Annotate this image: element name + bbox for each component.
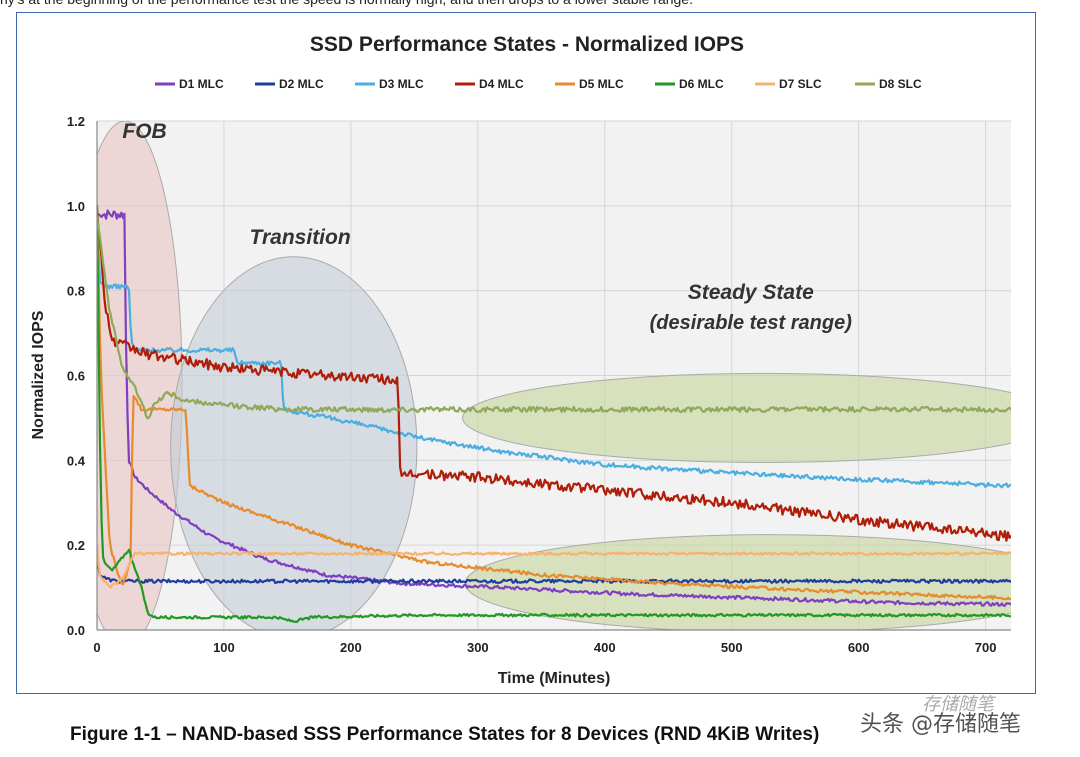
x-tick-label: 100 xyxy=(213,640,235,655)
line-chart: 0 100 200 300 400 500 600 700 0.0 0.2 0.4 0.6 0.8 1.0… xyxy=(30,33,1011,687)
x-tick-label: 700 xyxy=(975,640,997,655)
watermark-faint: 存储随笔 xyxy=(922,694,994,715)
legend-entry: D8 SLC xyxy=(879,77,922,91)
y-axis-label: Normalized IOPS xyxy=(30,310,47,439)
y-tick-label: 1.0 xyxy=(67,199,85,214)
annotation-label: FOB xyxy=(122,120,166,143)
series-line-d5-mlc xyxy=(97,206,1011,601)
y-tick-label: 0.4 xyxy=(67,453,86,468)
series-line-d2-mlc xyxy=(97,552,1011,584)
legend-entry: D6 MLC xyxy=(679,77,724,91)
truncated-top-text: hy's at the beginning of the performance… xyxy=(0,0,1080,9)
legend-entry: D3 MLC xyxy=(379,77,424,91)
annotations: FOB Transition Steady State (desirable test… xyxy=(122,120,852,334)
legend: D1 MLC D2 MLC D3 MLC D4 MLC D5 MLC D6 MLC D7 S… xyxy=(155,77,922,91)
state-regions xyxy=(97,121,1011,630)
legend-entry: D5 MLC xyxy=(579,77,624,91)
y-tick-label: 1.2 xyxy=(67,114,85,129)
legend-entry: D7 SLC xyxy=(779,77,822,91)
series-line-d4-mlc xyxy=(97,209,1011,542)
steady-upper-region xyxy=(462,372,1011,463)
x-tick-label: 600 xyxy=(848,640,870,655)
annotation-label: Steady State xyxy=(688,281,814,304)
y-tick-label: 0.6 xyxy=(67,369,85,384)
series-line-d3-mlc xyxy=(97,203,1011,489)
x-tick-label: 0 xyxy=(93,640,100,655)
y-tick-label: 0.2 xyxy=(67,538,85,553)
y-tick-label: 0.8 xyxy=(67,284,85,299)
annotation-label: (desirable test range) xyxy=(650,312,853,334)
legend-entry: D2 MLC xyxy=(279,77,324,91)
x-tick-label: 300 xyxy=(467,640,489,655)
series-line-d8-slc xyxy=(97,216,1011,420)
y-tick-label: 0.0 xyxy=(67,623,85,638)
series-lines xyxy=(97,203,1011,624)
figure-caption: Figure 1-1 – NAND-based SSS Performance … xyxy=(70,724,820,745)
legend-entry: D4 MLC xyxy=(479,77,524,91)
x-tick-label: 500 xyxy=(721,640,743,655)
series-line-d6-mlc xyxy=(97,205,1011,624)
legend-entry: D1 MLC xyxy=(179,77,224,91)
watermark: 头条 @存储随笔 xyxy=(860,712,1021,737)
series-line-d7-slc xyxy=(97,544,1011,589)
x-tick-label: 200 xyxy=(340,640,362,655)
annotation-label: Transition xyxy=(250,226,351,249)
x-axis-label: Time (Minutes) xyxy=(498,670,611,687)
chart-title: SSD Performance States - Normalized IOPS xyxy=(310,33,744,56)
x-tick-label: 400 xyxy=(594,640,616,655)
chart-frame: 0 100 200 300 400 500 600 700 0.0 0.2 0.4 0.6 0.8 1.0… xyxy=(16,12,1036,694)
axes: 0 100 200 300 400 500 600 700 0.0 0.2 0.4 0.6 0.8 1.0… xyxy=(67,114,1011,655)
